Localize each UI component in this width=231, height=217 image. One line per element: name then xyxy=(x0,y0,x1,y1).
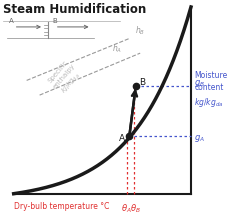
Text: $\theta_B$: $\theta_B$ xyxy=(130,202,141,215)
Text: Specific
enthalpy
$kJ/kg_{da}$: Specific enthalpy $kJ/kg_{da}$ xyxy=(46,58,85,98)
Text: B: B xyxy=(139,78,145,87)
Text: A: A xyxy=(9,18,14,24)
Text: Dry-bulb temperature °C: Dry-bulb temperature °C xyxy=(13,202,109,211)
Text: $g_A$: $g_A$ xyxy=(193,133,204,144)
Text: A: A xyxy=(118,134,124,143)
Text: B: B xyxy=(52,18,57,24)
Text: $h_B$: $h_B$ xyxy=(134,24,145,37)
Text: Steam Humidification: Steam Humidification xyxy=(3,3,146,16)
Text: $\theta_A$: $\theta_A$ xyxy=(120,202,131,215)
Text: Moisture
content
$kg/kg_{da}$: Moisture content $kg/kg_{da}$ xyxy=(193,71,227,108)
Text: $h_A$: $h_A$ xyxy=(112,42,122,54)
Text: $g_B$: $g_B$ xyxy=(193,78,204,89)
